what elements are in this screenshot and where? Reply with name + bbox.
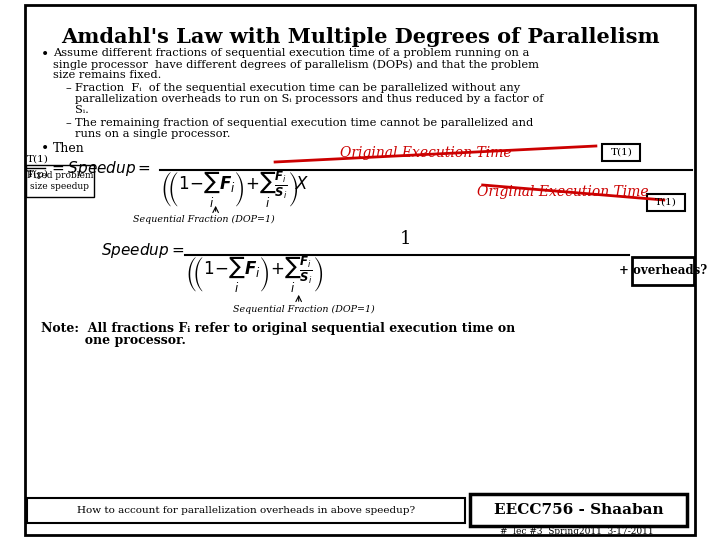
Text: •: • — [41, 48, 50, 62]
FancyBboxPatch shape — [603, 144, 640, 161]
Text: •: • — [41, 142, 50, 156]
Text: Fraction  Fᵢ  of the sequential execution time can be parallelized without any: Fraction Fᵢ of the sequential execution … — [75, 83, 520, 93]
Text: How to account for parallelization overheads in above speedup?: How to account for parallelization overh… — [77, 506, 415, 515]
Text: –: – — [66, 118, 71, 128]
Text: parallelization overheads to run on Sᵢ processors and thus reduced by a factor o: parallelization overheads to run on Sᵢ p… — [75, 94, 544, 104]
Text: $= \mathit{Speedup} =$: $= \mathit{Speedup} =$ — [49, 159, 150, 178]
Text: size remains fixed.: size remains fixed. — [53, 70, 162, 80]
FancyBboxPatch shape — [647, 194, 685, 211]
FancyBboxPatch shape — [470, 494, 688, 526]
Text: –: – — [66, 83, 71, 93]
Text: T(1): T(1) — [611, 148, 632, 157]
Text: Original Execution Time: Original Execution Time — [477, 185, 649, 199]
Text: T(p): T(p) — [27, 170, 49, 179]
FancyBboxPatch shape — [631, 257, 694, 285]
Text: Amdahl's Law with Multiple Degrees of Parallelism: Amdahl's Law with Multiple Degrees of Pa… — [60, 27, 660, 47]
Text: #  lec #3  Spring2011  3-17-2011: # lec #3 Spring2011 3-17-2011 — [500, 526, 654, 536]
Text: Sequential Fraction (DOP=1): Sequential Fraction (DOP=1) — [133, 215, 275, 224]
Text: $\left(\!\left(1\!-\!\sum_i \boldsymbol{F}_i\right)\!+\!\sum_i \frac{\boldsymbol: $\left(\!\left(1\!-\!\sum_i \boldsymbol{… — [160, 170, 310, 210]
Text: one processor.: one processor. — [41, 334, 186, 347]
Text: Assume different fractions of sequential execution time of a problem running on : Assume different fractions of sequential… — [53, 48, 530, 58]
Text: + overheads?: + overheads? — [618, 265, 707, 278]
Text: Note:  All fractions Fᵢ refer to original sequential execution time on: Note: All fractions Fᵢ refer to original… — [41, 322, 516, 335]
Text: T(1): T(1) — [27, 155, 49, 164]
Text: The remaining fraction of sequential execution time cannot be parallelized and: The remaining fraction of sequential exe… — [75, 118, 534, 128]
Text: EECC756 - Shaaban: EECC756 - Shaaban — [494, 503, 664, 517]
Text: 1: 1 — [400, 230, 411, 248]
Text: $\left(\!\left(1\!-\!\sum_i \boldsymbol{F}_i\right)\!+\!\sum_i \frac{\boldsymbol: $\left(\!\left(1\!-\!\sum_i \boldsymbol{… — [186, 255, 323, 295]
FancyBboxPatch shape — [25, 5, 695, 535]
Text: T(1): T(1) — [654, 198, 677, 207]
FancyBboxPatch shape — [26, 165, 94, 197]
Text: single processor  have different degrees of parallelism (DOPs) and that the prob: single processor have different degrees … — [53, 59, 539, 70]
Text: $\mathit{Speedup} =$: $\mathit{Speedup} =$ — [101, 240, 184, 260]
Text: Fixed problem
size speedup: Fixed problem size speedup — [27, 171, 93, 191]
FancyBboxPatch shape — [27, 498, 464, 523]
Text: Sᵢ.: Sᵢ. — [75, 105, 89, 115]
Text: Sequential Fraction (DOP=1): Sequential Fraction (DOP=1) — [233, 305, 374, 314]
Text: runs on a single processor.: runs on a single processor. — [75, 129, 230, 139]
Text: Original Execution Time: Original Execution Time — [341, 146, 512, 160]
Text: Then: Then — [53, 142, 85, 155]
